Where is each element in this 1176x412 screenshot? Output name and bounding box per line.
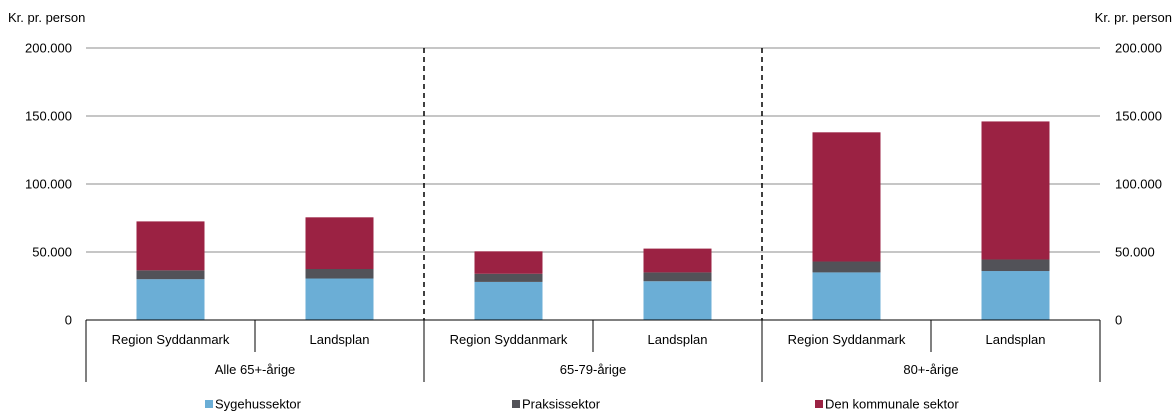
bar-segment-praksissektor — [981, 259, 1050, 272]
y-tick-label-right: 150.000 — [1115, 109, 1162, 124]
bar-segment-den-kommunale-sektor — [305, 217, 374, 269]
labels: 0 0 50.000 50.000 100.000 100.000 150.000 150.0… — [8, 10, 1172, 377]
x-category-label: Region Syddanmark — [450, 332, 568, 347]
x-group-label: Alle 65+-årige — [215, 362, 296, 377]
x-group-label: 80+-årige — [903, 362, 958, 377]
y-axis-title-right: Kr. pr. person — [1095, 10, 1172, 25]
bar-segment-den-kommunale-sektor — [643, 248, 712, 273]
gridlines — [86, 47, 1100, 253]
bar-segment-den-kommunale-sektor — [981, 121, 1050, 260]
bar-segment-den-kommunale-sektor — [136, 221, 205, 271]
bar-segment-sygehussektor — [474, 281, 543, 320]
bar-segment-praksissektor — [643, 272, 712, 282]
bar-segment-den-kommunale-sektor — [474, 251, 543, 274]
axes — [85, 319, 1101, 382]
legend-swatch — [205, 400, 213, 408]
y-tick-label-left: 150.000 — [25, 109, 72, 124]
bar-segment-sygehussektor — [136, 279, 205, 320]
bar-segment-praksissektor — [305, 269, 374, 279]
bar-segment-sygehussektor — [643, 281, 712, 320]
y-tick-label-right: 0 — [1115, 313, 1122, 328]
x-category-label: Landsplan — [986, 332, 1046, 347]
legend-label: Den kommunale sektor — [825, 397, 959, 412]
x-group-label: 65-79-årige — [560, 362, 627, 377]
y-tick-label-right: 200.000 — [1115, 41, 1162, 56]
legend-swatch — [512, 400, 520, 408]
y-tick-label-left: 100.000 — [25, 177, 72, 192]
group-separators — [423, 48, 763, 320]
bar-segment-sygehussektor — [812, 272, 881, 320]
y-tick-label-right: 50.000 — [1115, 245, 1155, 260]
x-category-label: Landsplan — [310, 332, 370, 347]
bar-segment-praksissektor — [474, 273, 543, 282]
legend-label: Praksissektor — [522, 397, 601, 412]
bar-segment-den-kommunale-sektor — [812, 132, 881, 262]
y-tick-label-left: 0 — [65, 313, 72, 328]
legend: Sygehussektor Praksissektor Den kommunale … — [205, 397, 959, 412]
bar-segment-praksissektor — [136, 270, 205, 280]
y-axis-title-left: Kr. pr. person — [8, 10, 85, 25]
legend-label: Sygehussektor — [215, 397, 302, 412]
y-tick-label-left: 50.000 — [32, 245, 72, 260]
x-category-label: Landsplan — [648, 332, 708, 347]
bar-segment-sygehussektor — [981, 271, 1050, 320]
bars — [136, 121, 1050, 320]
y-tick-label-left: 200.000 — [25, 41, 72, 56]
bar-segment-praksissektor — [812, 261, 881, 273]
legend-swatch — [815, 400, 823, 408]
x-category-label: Region Syddanmark — [788, 332, 906, 347]
y-tick-label-right: 100.000 — [1115, 177, 1162, 192]
x-category-label: Region Syddanmark — [112, 332, 230, 347]
bar-segment-sygehussektor — [305, 278, 374, 320]
